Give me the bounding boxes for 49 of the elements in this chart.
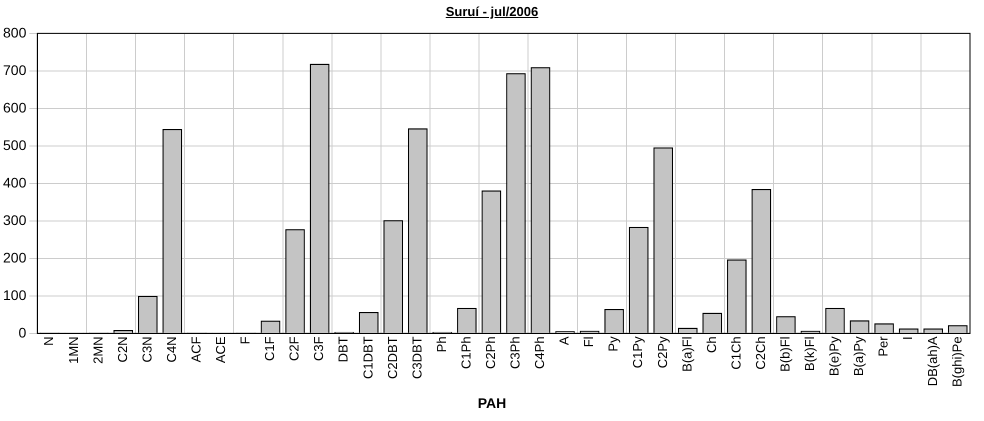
x-tick-label: DBT	[336, 336, 351, 362]
x-tick-label: B(a)Py	[851, 336, 866, 376]
y-tick-label: 300	[3, 212, 27, 228]
x-tick-label: C1Py	[630, 336, 646, 368]
x-tick-label: Per	[876, 336, 891, 357]
x-tick-label: B(a)Fl	[679, 336, 694, 372]
y-tick-label: 100	[3, 286, 27, 303]
x-tick-label: B(ghi)Pe	[949, 336, 964, 387]
x-axis-title: PAH	[476, 395, 508, 411]
x-tick-label: 2MN	[90, 336, 106, 364]
y-tick-label: 800	[3, 24, 27, 40]
x-tick-label: Ch	[704, 336, 719, 354]
x-tick-label: B(e)Py	[826, 336, 842, 376]
x-tick-label: F	[238, 336, 253, 344]
x-tick-label: I	[900, 336, 916, 340]
x-tick-label: B(b)Fl	[778, 336, 793, 372]
x-tick-label: C2Py	[654, 336, 670, 368]
x-tick-label: C1F	[262, 336, 278, 361]
y-tick-label: 700	[3, 62, 27, 78]
x-tick-label: C2F	[286, 336, 302, 361]
x-tick-label: N	[41, 336, 56, 346]
x-tick-label: Fl	[581, 336, 596, 348]
x-tick-label: C4N	[164, 336, 179, 362]
x-tick-label: DB(ah)A	[924, 336, 940, 386]
x-tick-label: C3N	[139, 336, 154, 362]
y-tick-label: 200	[3, 249, 27, 266]
y-tick-label: 400	[3, 174, 27, 190]
x-tick-label: ACF	[188, 336, 204, 362]
x-tick-label: C1Ch	[728, 336, 744, 370]
y-tick-label: 0	[18, 324, 27, 340]
x-tick-label: B(k)Fl	[802, 336, 818, 372]
chart-title: Suruí - jul/2006	[444, 4, 540, 19]
x-tick-label: C3F	[311, 336, 326, 361]
x-tick-label: C2N	[114, 336, 130, 362]
x-tick-label: Py	[606, 336, 621, 352]
x-tick-label: C3Ph	[508, 336, 523, 369]
x-tick-label: C2Ch	[752, 336, 768, 370]
x-tick-label: C1Ph	[458, 336, 474, 369]
x-tick-label: Ph	[434, 336, 449, 352]
x-tick-label: C2DBT	[384, 336, 400, 380]
y-tick-label: 600	[3, 99, 27, 116]
x-tick-label: C1DBT	[360, 336, 376, 380]
x-tick-label: ACE	[213, 336, 228, 364]
x-tick-label: A	[556, 336, 572, 346]
x-tick-label: C4Ph	[532, 336, 548, 369]
x-tick-label: C2Ph	[482, 336, 498, 369]
y-tick-label: 500	[3, 136, 27, 153]
x-tick-label: 1MN	[66, 336, 81, 364]
x-tick-label: C3DBT	[409, 336, 424, 380]
